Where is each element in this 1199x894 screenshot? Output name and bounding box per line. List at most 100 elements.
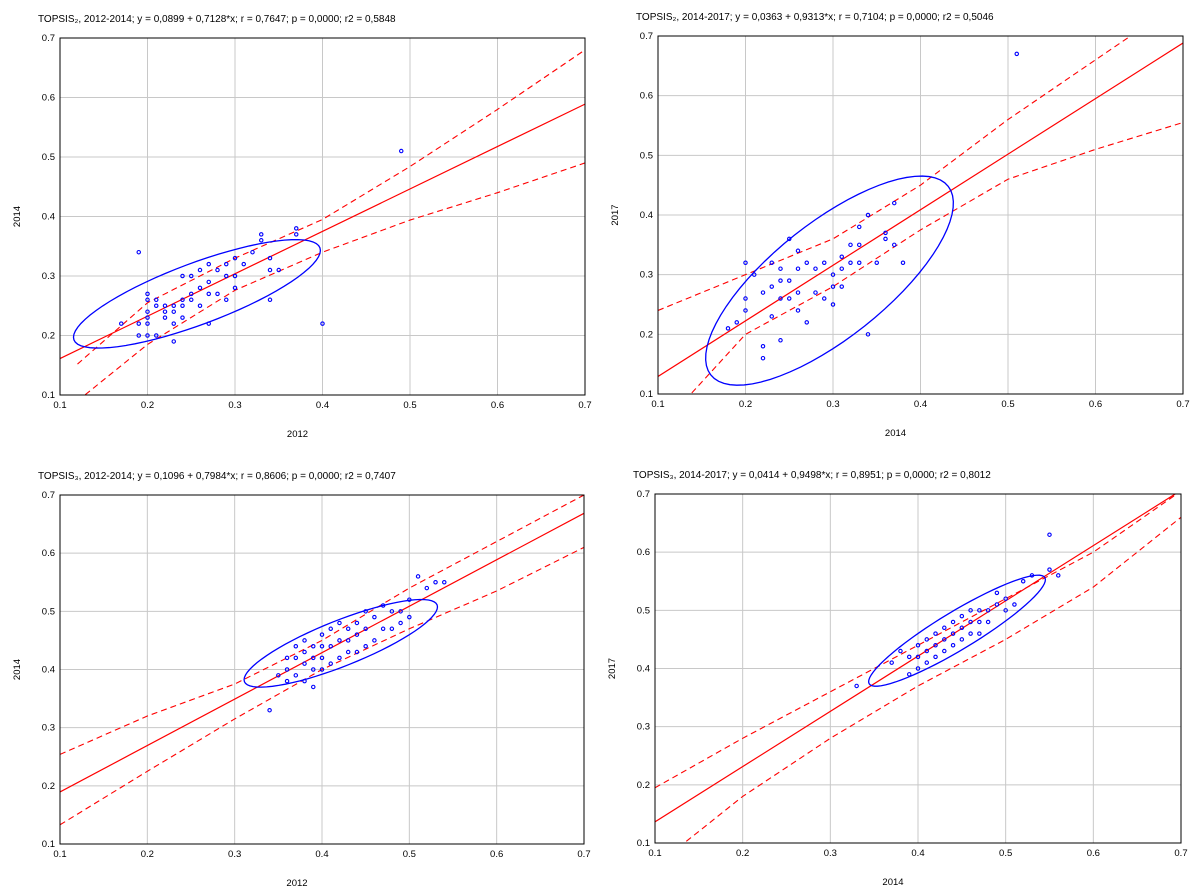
data-point: [372, 638, 377, 643]
y-tick-label: 0.4: [637, 664, 650, 675]
x-tick-label: 0.1: [648, 848, 661, 859]
data-point: [276, 673, 281, 678]
y-tick-label: 0.5: [637, 605, 650, 616]
data-point: [232, 255, 238, 261]
data-point: [848, 242, 853, 248]
data-point: [119, 321, 124, 326]
plot-frame: [59, 37, 586, 396]
data-point: [968, 631, 973, 636]
data-point: [906, 654, 912, 660]
data-point: [942, 648, 947, 654]
data-point: [345, 626, 351, 632]
y-axis-label: 2014: [12, 659, 23, 680]
x-tick-label: 0.5: [403, 849, 416, 860]
data-point: [180, 297, 185, 303]
data-point: [1056, 573, 1061, 578]
data-point: [883, 230, 888, 236]
regression-line: [655, 494, 1177, 823]
regression-line: [60, 512, 584, 793]
x-tick-label: 0.3: [228, 400, 241, 411]
y-tick-label: 0.3: [637, 722, 650, 733]
data-point: [319, 667, 325, 672]
y-axis-label: 2017: [610, 204, 621, 225]
data-point: [363, 643, 368, 649]
data-point: [994, 590, 1000, 596]
data-point: [162, 303, 168, 308]
data-point: [839, 266, 845, 271]
data-point: [433, 580, 438, 585]
data-point: [171, 339, 177, 344]
data-point: [293, 655, 299, 661]
data-point: [215, 267, 220, 273]
data-point: [380, 603, 386, 608]
data-point: [906, 672, 912, 677]
data-point: [407, 614, 412, 620]
data-point: [232, 273, 238, 279]
data-point: [891, 242, 897, 248]
data-point: [407, 597, 412, 602]
data-point: [889, 660, 894, 665]
data-point: [171, 309, 177, 314]
data-point: [769, 314, 775, 319]
y-tick-label: 0.5: [42, 152, 55, 163]
x-tick-label: 0.6: [1087, 848, 1100, 859]
data-point: [778, 296, 783, 301]
upper-confidence-band: [655, 494, 1178, 789]
data-point: [372, 614, 377, 620]
y-tick-label: 0.3: [42, 271, 55, 282]
data-point: [154, 303, 159, 308]
data-point: [760, 355, 766, 361]
data-point: [1014, 51, 1019, 57]
data-point: [311, 655, 316, 661]
chart-title: TOPSIS₃, 2012-2014; y = 0,1096 + 0,7984*…: [38, 471, 396, 482]
data-point: [769, 284, 775, 289]
regression-line: [658, 42, 1183, 377]
data-point: [180, 315, 185, 320]
data-point: [311, 643, 316, 649]
data-point: [136, 249, 142, 255]
data-point: [977, 619, 982, 625]
y-tick-label: 0.7: [637, 489, 650, 500]
y-tick-label: 0.3: [42, 723, 55, 734]
data-point: [415, 574, 421, 579]
data-point: [1029, 573, 1035, 578]
y-tick-label: 0.3: [640, 270, 653, 281]
prediction-ellipse: [72, 238, 322, 349]
data-point: [284, 678, 290, 684]
data-point: [865, 212, 871, 218]
chart-3: TOPSIS₃, 2012-2014; y = 0,1096 + 0,7984*…: [12, 471, 591, 889]
data-point: [795, 308, 801, 313]
x-tick-label: 0.5: [1001, 399, 1014, 410]
data-point: [328, 643, 333, 649]
data-point: [145, 315, 150, 320]
data-point: [725, 326, 731, 331]
data-point: [319, 655, 325, 661]
data-point: [328, 661, 333, 666]
y-tick-label: 0.6: [42, 548, 55, 559]
chart-2: TOPSIS₂, 2014-2017; y = 0,0363 + 0,9313*…: [610, 12, 1190, 439]
x-tick-label: 0.4: [914, 399, 927, 410]
data-point: [787, 296, 792, 301]
data-point: [830, 284, 836, 289]
data-point: [743, 296, 748, 301]
chart-title: TOPSIS₂, 2014-2017; y = 0,0363 + 0,9313*…: [636, 12, 994, 23]
y-tick-label: 0.2: [42, 331, 55, 342]
data-point: [284, 667, 290, 672]
y-tick-label: 0.2: [42, 781, 55, 792]
data-point: [136, 321, 142, 326]
x-tick-label: 0.4: [315, 849, 328, 860]
y-tick-label: 0.5: [42, 606, 55, 617]
data-point: [924, 648, 930, 654]
data-point: [206, 291, 212, 297]
chart-panel-1: TOPSIS₂, 2012-2014; y = 0,0899 + 0,7128*…: [0, 0, 592, 440]
data-point: [197, 285, 203, 291]
data-point: [933, 654, 938, 660]
y-tick-label: 0.7: [42, 490, 55, 501]
x-tick-label: 0.2: [141, 400, 154, 411]
data-point: [950, 619, 956, 625]
data-point: [145, 291, 150, 297]
upper-confidence-band: [658, 36, 1132, 311]
data-point: [154, 333, 159, 338]
data-point: [795, 290, 801, 295]
data-point: [197, 267, 203, 273]
